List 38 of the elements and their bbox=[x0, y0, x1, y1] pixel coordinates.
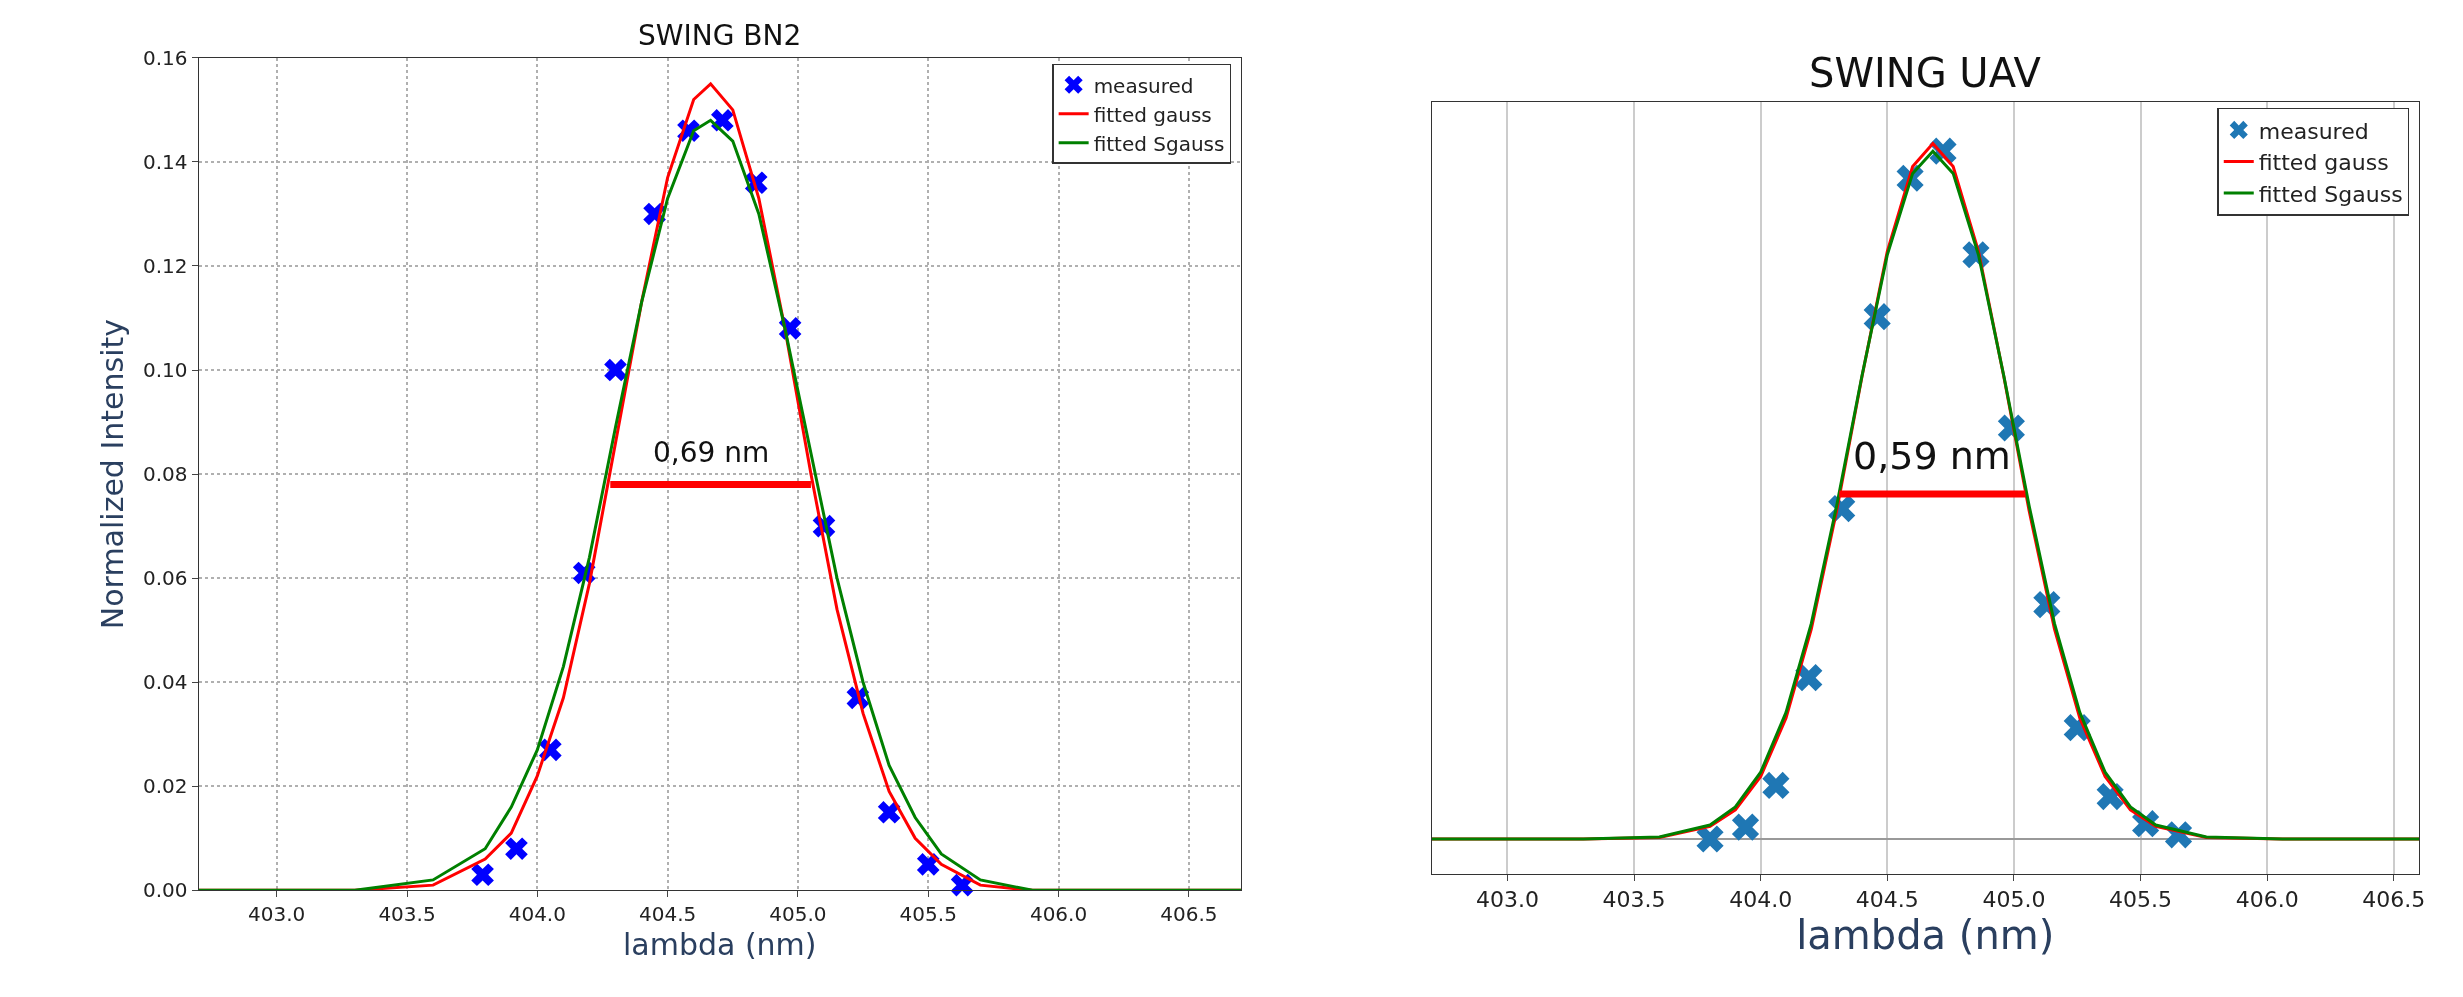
x-tick-label: 406.5 bbox=[2362, 887, 2426, 913]
legend-label: measured bbox=[1093, 73, 1194, 98]
x-tick-label: 405.5 bbox=[2109, 887, 2173, 913]
legend-label: fitted Sgauss bbox=[2258, 181, 2403, 207]
x-tick-label: 406.0 bbox=[2235, 887, 2299, 913]
x-axis-title: lambda (nm) bbox=[1796, 912, 2055, 959]
y-tick-label: 0.00 bbox=[142, 878, 188, 903]
x-tick-label: 403.0 bbox=[1475, 887, 1539, 913]
y-tick-label: 0.10 bbox=[142, 358, 188, 383]
x-tick-label: 406.0 bbox=[1029, 902, 1088, 927]
x-tick-label: 404.0 bbox=[508, 902, 566, 927]
y-tick-label: 0.06 bbox=[142, 566, 188, 591]
chart-title: SWING BN2 bbox=[638, 19, 802, 52]
x-tick-label: 404.0 bbox=[1729, 887, 1793, 913]
legend-label: fitted Sgauss bbox=[1093, 131, 1225, 156]
y-tick-label: 0.12 bbox=[142, 253, 188, 278]
x-tick-label: 405.5 bbox=[899, 902, 957, 927]
y-tick-label: 0.04 bbox=[142, 670, 188, 695]
y-tick-label: 0.14 bbox=[142, 149, 188, 174]
chart-title: SWING UAV bbox=[1809, 50, 2042, 96]
y-tick-label: 0.02 bbox=[142, 774, 188, 799]
annotation: 0,59 nm bbox=[1853, 434, 2011, 478]
x-tick-label: 404.5 bbox=[638, 902, 697, 927]
x-tick-label: 403.5 bbox=[1602, 887, 1666, 913]
x-tick-label: 403.0 bbox=[248, 902, 306, 927]
x-axis-title: lambda (nm) bbox=[622, 926, 817, 962]
x-tick-label: 405.0 bbox=[769, 902, 827, 927]
y-tick-label: 0.16 bbox=[142, 45, 188, 70]
x-tick-label: 405.0 bbox=[1982, 887, 2046, 913]
x-tick-label: 404.5 bbox=[1855, 887, 1919, 913]
annotation: 0,69 nm bbox=[653, 436, 770, 469]
y-tick-label: 0.08 bbox=[142, 462, 188, 487]
x-tick-label: 403.5 bbox=[378, 902, 436, 927]
x-tick-label: 406.5 bbox=[1160, 902, 1218, 927]
legend-label: measured bbox=[2258, 118, 2369, 144]
legend-label: fitted gauss bbox=[1093, 102, 1212, 127]
legend-label: fitted gauss bbox=[2258, 150, 2389, 176]
y-axis-title: Normalized Intensity bbox=[94, 318, 130, 630]
